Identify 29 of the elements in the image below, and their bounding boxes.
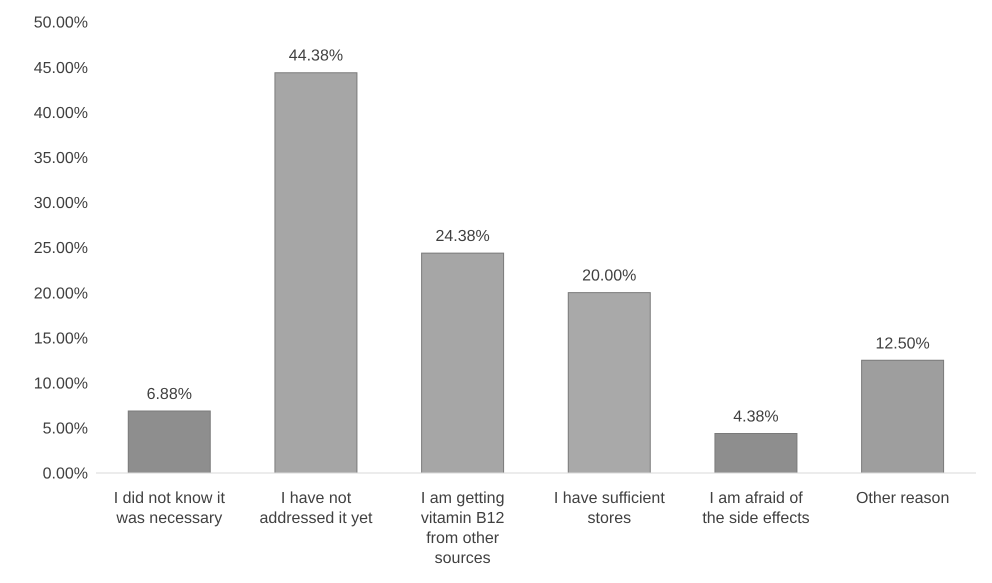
bar <box>421 252 504 473</box>
bar <box>568 292 651 473</box>
bar <box>714 432 798 473</box>
y-tick-label: 30.00% <box>34 195 88 212</box>
y-tick-label: 45.00% <box>34 60 88 77</box>
bar <box>128 410 211 473</box>
data-label: 24.38% <box>435 228 490 246</box>
data-label: 20.00% <box>582 268 636 285</box>
y-tick-label: 20.00% <box>34 285 88 302</box>
data-label: 44.38% <box>288 48 344 65</box>
x-tick-label: I did not know it was necessary <box>114 490 226 527</box>
y-tick-label: 15.00% <box>34 330 88 348</box>
data-label: 6.88% <box>146 386 192 403</box>
x-tick-label: I have not addressed it yet <box>260 490 374 527</box>
x-tick-label: Other reason <box>856 490 950 507</box>
y-tick-label: 25.00% <box>34 240 88 258</box>
data-label: 4.38% <box>733 408 779 426</box>
y-tick-label: 0.00% <box>42 466 88 483</box>
x-tick-label: I have sufficient stores <box>554 490 666 527</box>
x-tick-label: I am getting vitamin B12 from other sources <box>420 490 505 567</box>
y-tick-label: 10.00% <box>34 375 88 392</box>
y-tick-label: 40.00% <box>34 104 88 122</box>
x-tick-label: I am afraid of the side effects <box>702 490 810 527</box>
y-tick-label: 5.00% <box>42 420 88 438</box>
data-label: 12.50% <box>875 335 930 352</box>
bar <box>861 360 944 473</box>
y-tick-label: 35.00% <box>34 150 88 167</box>
y-tick-label: 50.00% <box>34 14 88 32</box>
bar <box>274 72 358 473</box>
